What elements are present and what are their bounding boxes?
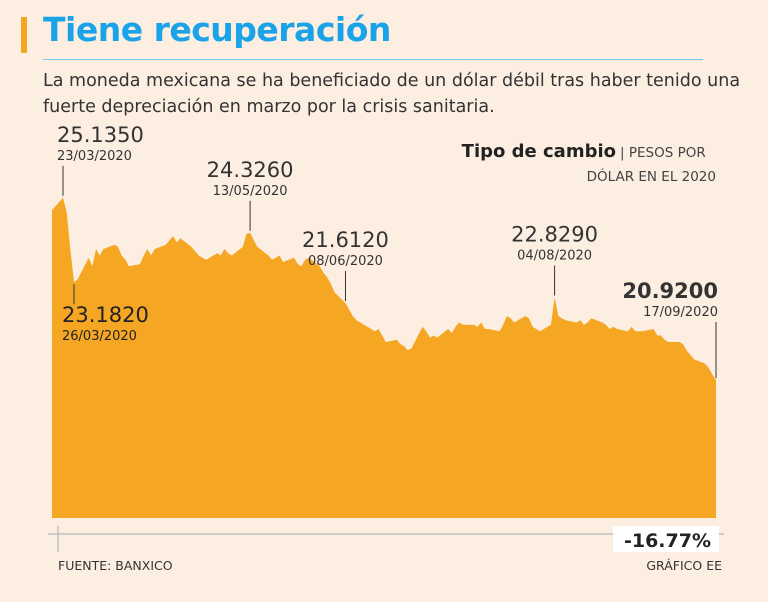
page-title: Tiene recuperación <box>43 10 391 49</box>
change-value: -16.77% <box>624 530 711 552</box>
annotation-date-2: 13/05/2020 <box>213 184 288 199</box>
title-accent-bar <box>21 17 27 53</box>
annotation-value-2: 24.3260 <box>207 158 294 182</box>
annotation-value-5: 20.9200 <box>622 279 718 303</box>
legend-label-bold: Tipo de cambio <box>462 141 616 162</box>
annotation-value-3: 21.6120 <box>302 228 389 252</box>
page-subtitle: La moneda mexicana se ha beneficiado de … <box>43 71 741 117</box>
annotation-date-5: 17/09/2020 <box>643 305 718 320</box>
change-label-background <box>613 526 719 552</box>
annotation-date-1: 26/03/2020 <box>62 329 137 344</box>
source-note: FUENTE: BANXICO <box>58 558 173 573</box>
legend-label-unit-1: | PESOS POR <box>620 145 706 161</box>
annotation-value-1: 23.1820 <box>62 303 149 327</box>
annotation-date-3: 08/06/2020 <box>308 254 383 269</box>
annotation-value-0: 25.1350 <box>57 123 144 147</box>
graphic-credit: GRÁFICO EE <box>646 558 722 573</box>
title-rule <box>43 59 703 60</box>
exchange-rate-area <box>52 197 716 519</box>
annotation-value-4: 22.8290 <box>511 222 598 246</box>
annotation-date-4: 04/08/2020 <box>517 248 592 263</box>
legend-label-unit-2: DÓLAR EN EL 2020 <box>587 167 716 185</box>
annotation-date-0: 23/03/2020 <box>57 149 132 164</box>
